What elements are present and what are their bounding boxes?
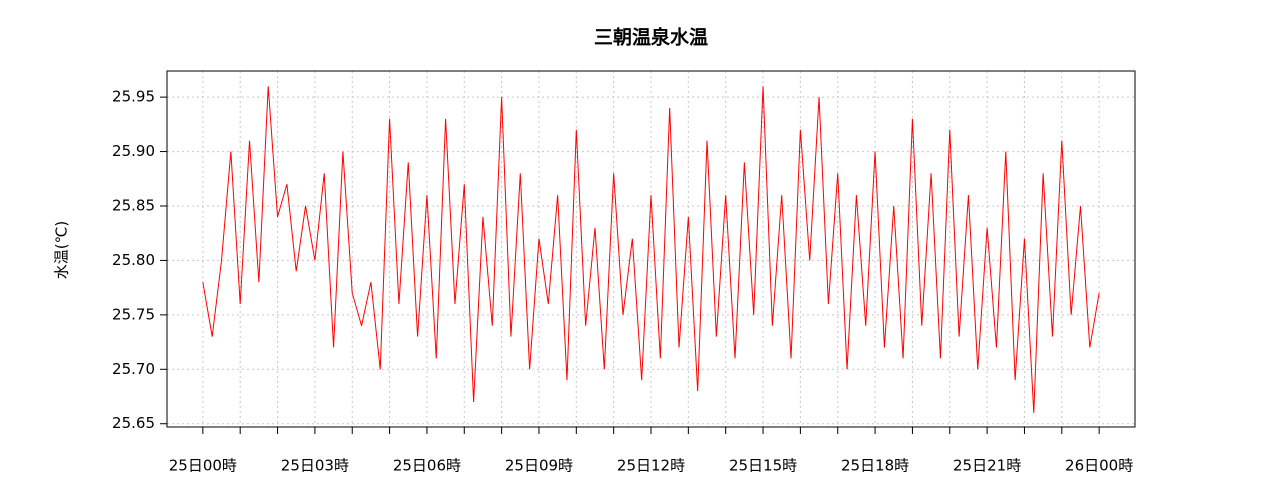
x-tick-label: 25日12時 xyxy=(617,457,685,475)
x-tick-label: 25日03時 xyxy=(281,457,349,475)
y-tick-label: 25.75 xyxy=(112,305,155,323)
x-tick-label: 25日15時 xyxy=(729,457,797,475)
y-tick-label: 25.85 xyxy=(112,196,155,214)
y-tick-label: 25.95 xyxy=(112,88,155,106)
x-tick-label: 25日09時 xyxy=(505,457,573,475)
x-tick-label: 25日21時 xyxy=(953,457,1021,475)
data-line xyxy=(202,86,1100,413)
y-tick-label: 25.65 xyxy=(112,414,155,432)
x-tick-label: 25日00時 xyxy=(169,457,237,475)
y-tick-label: 25.80 xyxy=(112,251,155,269)
x-tick-label: 26日00時 xyxy=(1065,457,1133,475)
y-tick-label: 25.90 xyxy=(112,142,155,160)
plot-frame xyxy=(166,70,1136,428)
chart-title: 三朝温泉水温 xyxy=(594,26,708,49)
y-tick-label: 25.70 xyxy=(112,360,155,378)
y-axis-label: 水温(℃) xyxy=(53,221,71,280)
x-tick-label: 25日06時 xyxy=(393,457,461,475)
x-tick-label: 25日18時 xyxy=(841,457,909,475)
